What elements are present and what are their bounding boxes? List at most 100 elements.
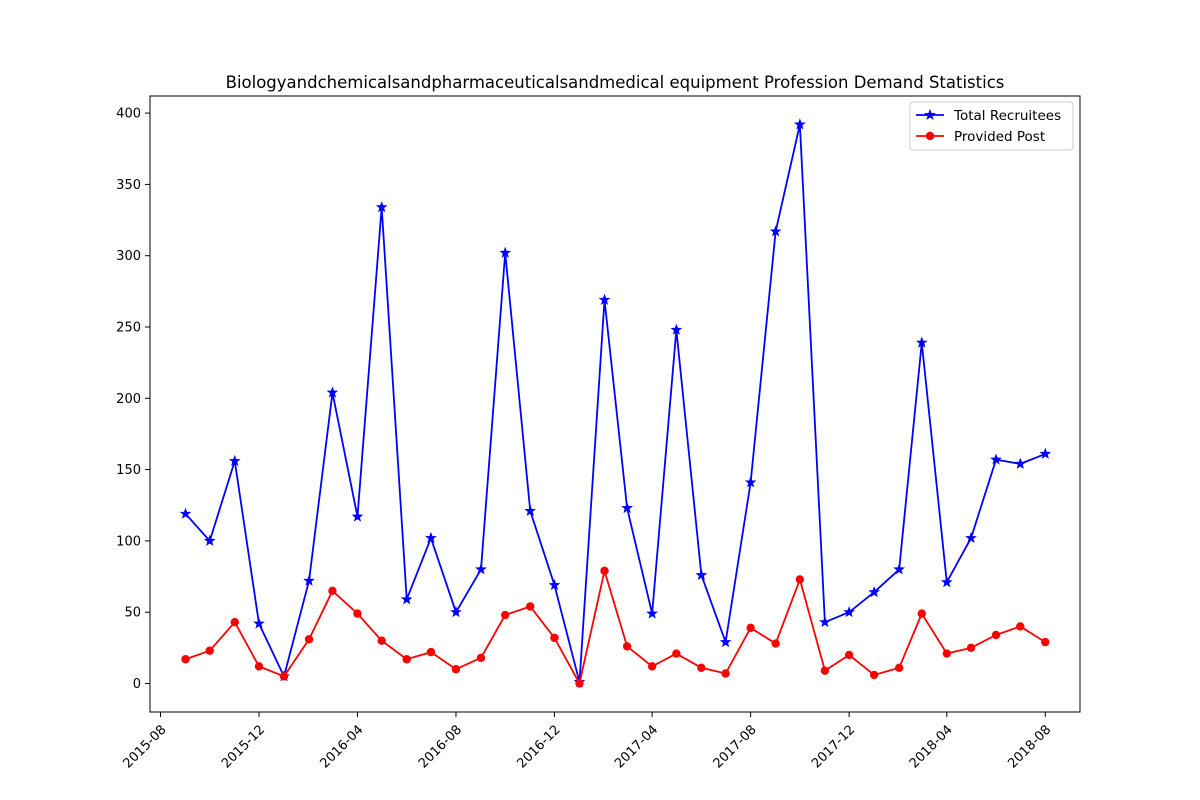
data-point (697, 663, 706, 672)
data-point (893, 563, 906, 575)
x-tick-label: 2017-04 (612, 722, 661, 771)
data-point (304, 635, 314, 644)
y-tick-label: 0 (133, 677, 141, 692)
y-tick-label: 50 (124, 606, 141, 621)
legend-box (909, 101, 1074, 151)
legend-swatch-marker (925, 131, 935, 141)
y-tick-label: 350 (116, 178, 141, 193)
data-point (550, 633, 559, 643)
data-point (844, 650, 854, 660)
data-point (1039, 447, 1052, 459)
data-point (377, 636, 386, 645)
legend-swatch-marker (924, 108, 936, 120)
data-point (868, 586, 880, 598)
data-point (230, 617, 239, 627)
data-point (819, 616, 831, 628)
data-point (254, 662, 264, 671)
data-point (843, 606, 855, 618)
series-layer (179, 118, 1052, 688)
data-point (966, 643, 976, 653)
data-point (917, 609, 926, 618)
y-tick-label: 400 (116, 107, 141, 122)
data-point (353, 609, 362, 618)
data-point (499, 246, 512, 258)
series-line (184, 123, 1046, 683)
data-point (351, 510, 364, 522)
data-point (575, 679, 584, 688)
data-point (695, 568, 708, 581)
data-point (426, 647, 436, 657)
x-tick-label: 2016-12 (514, 722, 563, 771)
data-point (721, 669, 730, 678)
x-tick-label: 2017-08 (711, 722, 760, 771)
data-point (548, 578, 561, 591)
data-point (179, 507, 192, 519)
data-point (991, 630, 1001, 640)
data-point (402, 655, 411, 664)
data-point (820, 666, 830, 675)
data-point (621, 501, 633, 514)
data-point (746, 623, 755, 633)
data-point (476, 653, 486, 663)
series-line (185, 569, 1046, 685)
data-point (526, 602, 535, 611)
data-point (1016, 622, 1025, 631)
data-point (501, 610, 510, 620)
legend: Total Recruitees Provided Post (909, 101, 1074, 151)
data-point (1041, 637, 1050, 647)
data-point (795, 575, 805, 584)
data-point (400, 593, 413, 605)
data-point (524, 504, 537, 516)
legend-label: Total Recruitees (953, 108, 1061, 124)
x-tick-label: 2015-12 (219, 722, 268, 771)
legend-label: Provided Post (954, 129, 1045, 145)
data-point (646, 607, 658, 619)
data-point (647, 662, 657, 671)
data-point (771, 639, 780, 648)
data-point (940, 576, 953, 588)
y-tick-label: 300 (116, 249, 141, 264)
data-point (598, 293, 611, 305)
y-tick-label: 250 (116, 321, 141, 336)
data-point (794, 118, 806, 130)
data-point (894, 663, 904, 672)
data-point (425, 531, 437, 544)
data-point (375, 201, 388, 213)
y-axis: 0 50 100 150 200 250 300 350 400 (116, 107, 150, 692)
data-point (451, 665, 461, 674)
data-point (744, 476, 757, 488)
x-tick-label: 2017-12 (809, 722, 858, 771)
chart-title: Biologyandchemicalsandpharmaceuticalsand… (226, 73, 1005, 92)
data-point (326, 386, 339, 398)
data-point (622, 642, 632, 651)
x-tick-label: 2018-04 (907, 722, 956, 771)
x-axis: 2015-08 2015-12 2016-04 2016-08 2016-12 2017-… (121, 712, 1054, 771)
data-point (303, 574, 315, 586)
data-point (328, 586, 337, 595)
data-point (205, 646, 214, 655)
data-point (942, 649, 951, 658)
data-point (450, 606, 462, 618)
data-point (1014, 457, 1027, 469)
y-tick-label: 200 (116, 392, 141, 407)
data-point (769, 225, 782, 237)
x-tick-label: 2015-08 (121, 722, 170, 771)
x-tick-label: 2016-08 (416, 722, 465, 771)
data-point (869, 670, 879, 680)
x-tick-label: 2016-04 (318, 722, 367, 771)
series-0 (179, 118, 1052, 688)
data-point (670, 323, 683, 335)
data-point (915, 336, 928, 348)
data-point (475, 563, 487, 575)
data-point (990, 453, 1002, 465)
data-point (719, 635, 732, 648)
data-point (181, 655, 190, 664)
data-point (228, 454, 241, 467)
y-tick-label: 100 (116, 534, 141, 549)
y-tick-label: 150 (116, 463, 141, 478)
data-point (600, 566, 609, 576)
data-point (253, 617, 265, 629)
x-tick-label: 2018-08 (1005, 722, 1054, 771)
data-point (279, 672, 289, 681)
